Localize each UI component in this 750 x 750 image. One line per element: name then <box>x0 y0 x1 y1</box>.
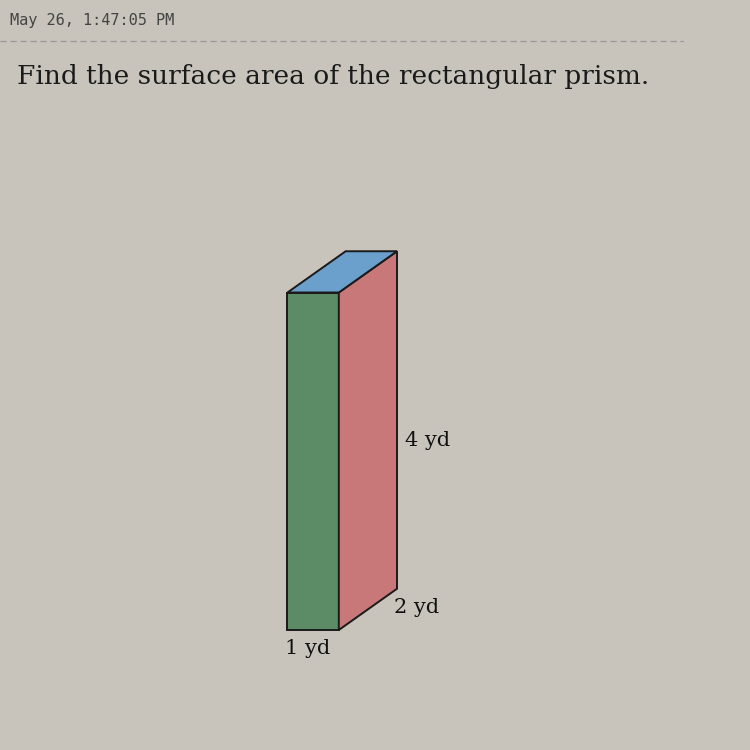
Text: 1 yd: 1 yd <box>286 639 331 658</box>
Polygon shape <box>339 251 397 630</box>
Text: 4 yd: 4 yd <box>405 431 450 450</box>
Polygon shape <box>287 251 397 292</box>
Text: 2 yd: 2 yd <box>394 598 439 616</box>
Polygon shape <box>287 292 339 630</box>
Text: Find the surface area of the rectangular prism.: Find the surface area of the rectangular… <box>17 64 650 88</box>
Text: May 26, 1:47:05 PM: May 26, 1:47:05 PM <box>10 13 175 28</box>
